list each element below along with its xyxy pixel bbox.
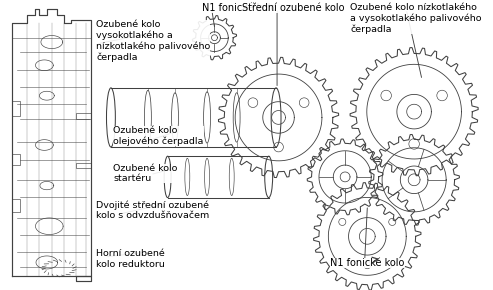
Bar (12, 199, 20, 212)
Bar (12, 154, 20, 165)
Bar (76, 113, 91, 119)
Bar (76, 163, 91, 168)
Text: Střední ozubené kolo: Střední ozubené kolo (242, 3, 344, 13)
Text: Ozubené kolo
olejového čerpadla: Ozubené kolo olejového čerpadla (113, 126, 204, 146)
Text: Ozubené kolo
vysokotlakého a
nízkotlakého palivového
čerpadla: Ozubené kolo vysokotlakého a nízkotlakéh… (96, 20, 211, 62)
Text: N1 fonické kolo: N1 fonické kolo (202, 3, 277, 13)
Text: Horní ozubené
kolo reduktoru: Horní ozubené kolo reduktoru (96, 249, 165, 269)
Text: Dvojité střední ozubené
kolo s odvzdušňovačem: Dvojité střední ozubené kolo s odvzdušňo… (96, 200, 210, 220)
Text: N1 fonické kolo: N1 fonické kolo (330, 258, 405, 268)
Text: Ozubené kolo nízkotlakého
a vysokotlakého palivového
čerpadla: Ozubené kolo nízkotlakého a vysokotlakéh… (350, 3, 482, 35)
Bar (12, 102, 20, 116)
Text: Ozubené kolo
startéru: Ozubené kolo startéru (113, 164, 178, 183)
